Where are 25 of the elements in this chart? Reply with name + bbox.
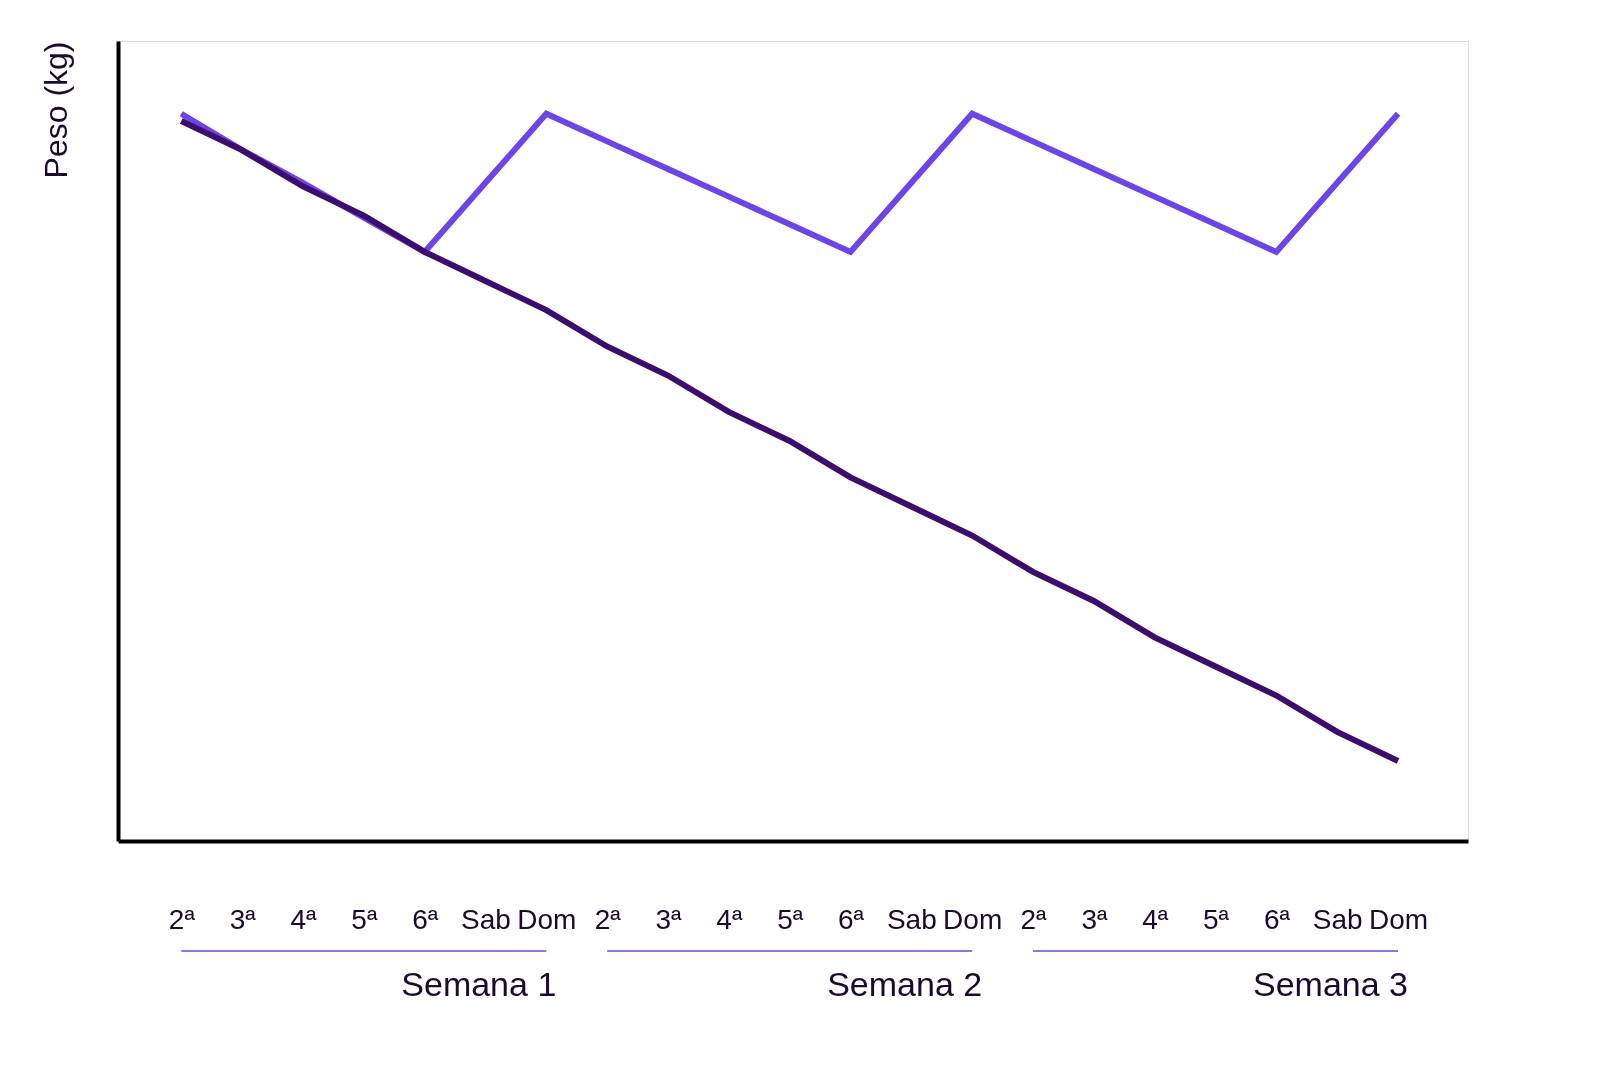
- x-tick-label: 6ª: [838, 903, 865, 935]
- x-tick-label: 4ª: [290, 903, 318, 935]
- x-tick-label: Dom: [943, 903, 1003, 935]
- text: Semana 1: [401, 965, 557, 1003]
- x-tick-label: Dom: [1368, 903, 1429, 935]
- x-tick-label: 2ª: [168, 903, 196, 935]
- x-tick-label: 2ª: [594, 903, 622, 935]
- x-tick-label: 2ª: [1020, 903, 1048, 935]
- x-tick-label: 4ª: [1142, 903, 1169, 935]
- x-tick-label: Dom: [517, 903, 577, 935]
- y-axis-title: Peso (kg): [37, 41, 74, 179]
- text: Semana 2: [827, 965, 983, 1003]
- x-tick-label: 5ª: [777, 903, 804, 935]
- x-tick-label: 3ª: [229, 903, 257, 935]
- x-tick-label: 3ª: [1081, 903, 1108, 935]
- x-tick-label: Sab: [461, 903, 511, 935]
- x-tick-label: 6ª: [1263, 903, 1291, 935]
- x-tick-label: 3ª: [655, 903, 683, 935]
- x-tick-label: 5ª: [1203, 903, 1230, 935]
- x-tick-label: 6ª: [412, 903, 439, 935]
- x-tick-label: 4ª: [716, 903, 743, 935]
- text: Semana 3: [1253, 965, 1409, 1003]
- x-tick-label: Sab: [1312, 903, 1363, 935]
- x-tick-label: Sab: [886, 903, 937, 935]
- x-tick-label: 5ª: [351, 903, 378, 935]
